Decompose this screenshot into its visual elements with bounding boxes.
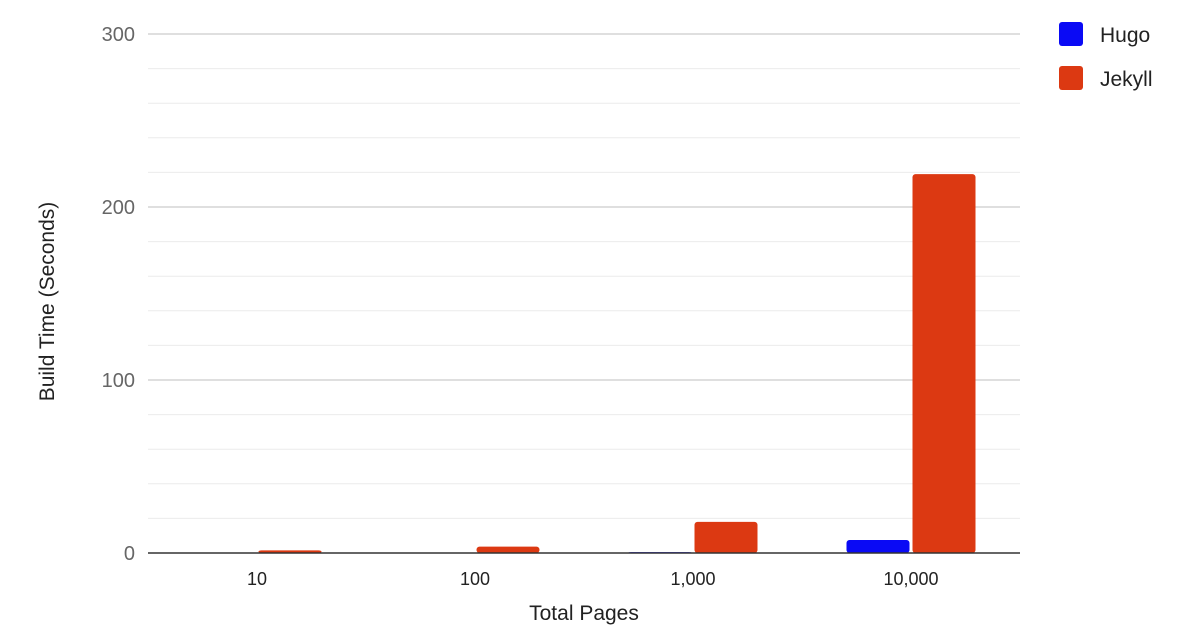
x-tick-label: 10,000 — [883, 569, 938, 589]
grid-lines — [148, 33, 1020, 519]
y-tick-label: 200 — [102, 197, 135, 219]
legend-swatch-hugo — [1059, 22, 1083, 46]
y-tick-label: 100 — [102, 370, 135, 392]
legend: Hugo Jekyll — [1059, 22, 1153, 91]
bars — [192, 174, 976, 553]
y-axis-title: Build Time (Seconds) — [36, 202, 59, 402]
legend-label-jekyll: Jekyll — [1100, 68, 1153, 91]
x-axis-title: Total Pages — [529, 602, 639, 625]
y-tick-label: 300 — [102, 24, 135, 46]
bar-jekyll-10000 — [912, 174, 976, 553]
legend-swatch-jekyll — [1059, 66, 1083, 90]
x-tick-label: 100 — [460, 569, 490, 589]
x-tick-label: 1,000 — [670, 569, 715, 589]
bar-hugo-10000 — [846, 540, 910, 553]
x-tick-label: 10 — [247, 569, 267, 589]
legend-label-hugo: Hugo — [1100, 24, 1150, 47]
x-axis-ticks: 10 100 1,000 10,000 — [247, 569, 939, 589]
y-axis-ticks: 0 100 200 300 — [102, 24, 135, 565]
bar-jekyll-1000 — [694, 521, 758, 553]
bar-jekyll-100 — [476, 546, 540, 553]
y-tick-label: 0 — [124, 543, 135, 565]
